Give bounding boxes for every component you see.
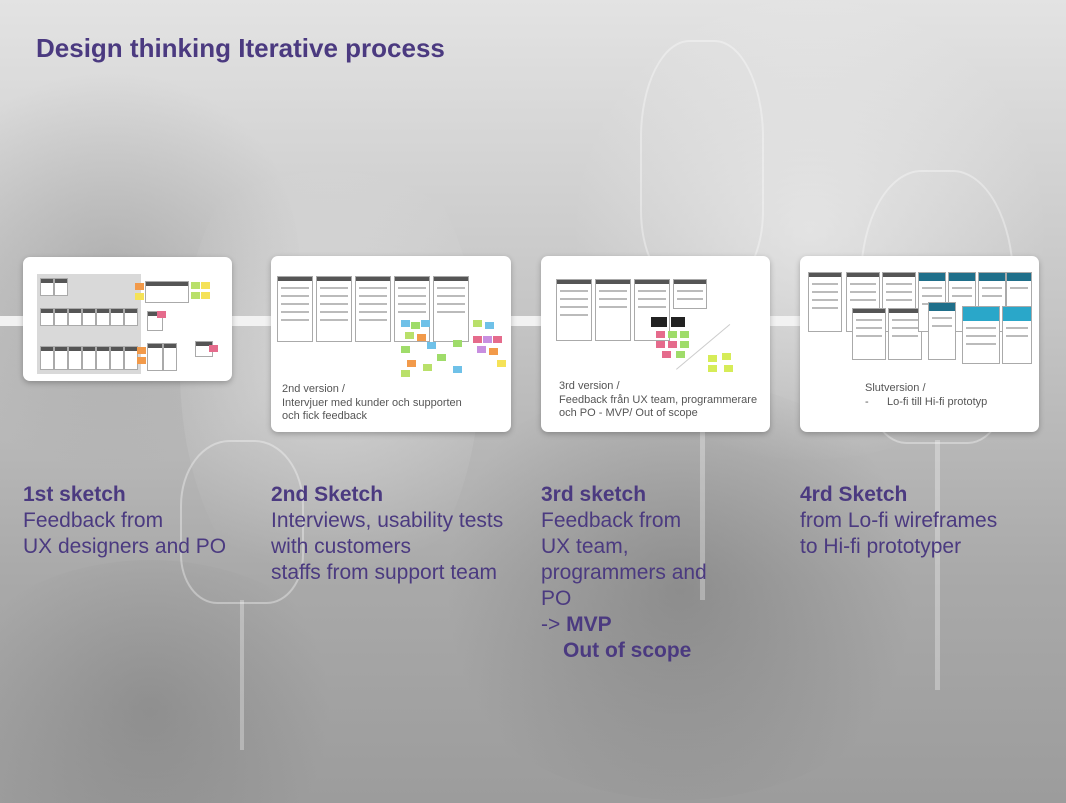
card-caption: 2nd version / Intervjuer med kunder och … <box>282 383 462 422</box>
step-2-text: 2nd Sketch Interviews, usability tests w… <box>271 483 504 584</box>
sketch-card-3[interactable]: 3rd version / Feedback från UX team, pro… <box>541 256 770 432</box>
step-heading: 1st sketch <box>23 483 126 506</box>
step-4-text: 4rd Sketch from Lo-fi wireframes to Hi-f… <box>800 483 998 558</box>
page-title: Design thinking Iterative process <box>36 33 445 63</box>
step-1-text: 1st sketch Feedback from UX designers an… <box>23 483 227 558</box>
sketch-card-2[interactable]: 2nd version / Intervjuer med kunder och … <box>271 256 511 432</box>
sketch-thumbnail <box>277 276 506 384</box>
sketch-thumbnail <box>37 274 141 374</box>
step-3-text: 3rd sketch Feedback from UX team, progra… <box>541 483 707 662</box>
card-caption: 3rd version / Feedback från UX team, pro… <box>559 380 758 419</box>
sketch-thumbnail <box>556 279 764 379</box>
out-of-scope-label: Out of scope <box>563 639 692 662</box>
step-heading: 4rd Sketch <box>800 483 908 506</box>
mvp-label: MVP <box>566 613 612 636</box>
card-caption: Slutversion / - Lo-fi till Hi-fi prototy… <box>865 382 988 408</box>
sketch-card-4[interactable]: Slutversion / - Lo-fi till Hi-fi prototy… <box>800 256 1039 432</box>
mvp-line: -> MVP <box>541 613 612 636</box>
sketch-card-1[interactable] <box>23 257 232 381</box>
sketch-thumbnail <box>808 272 1032 366</box>
step-heading: 3rd sketch <box>541 483 647 506</box>
step-heading: 2nd Sketch <box>271 483 384 506</box>
